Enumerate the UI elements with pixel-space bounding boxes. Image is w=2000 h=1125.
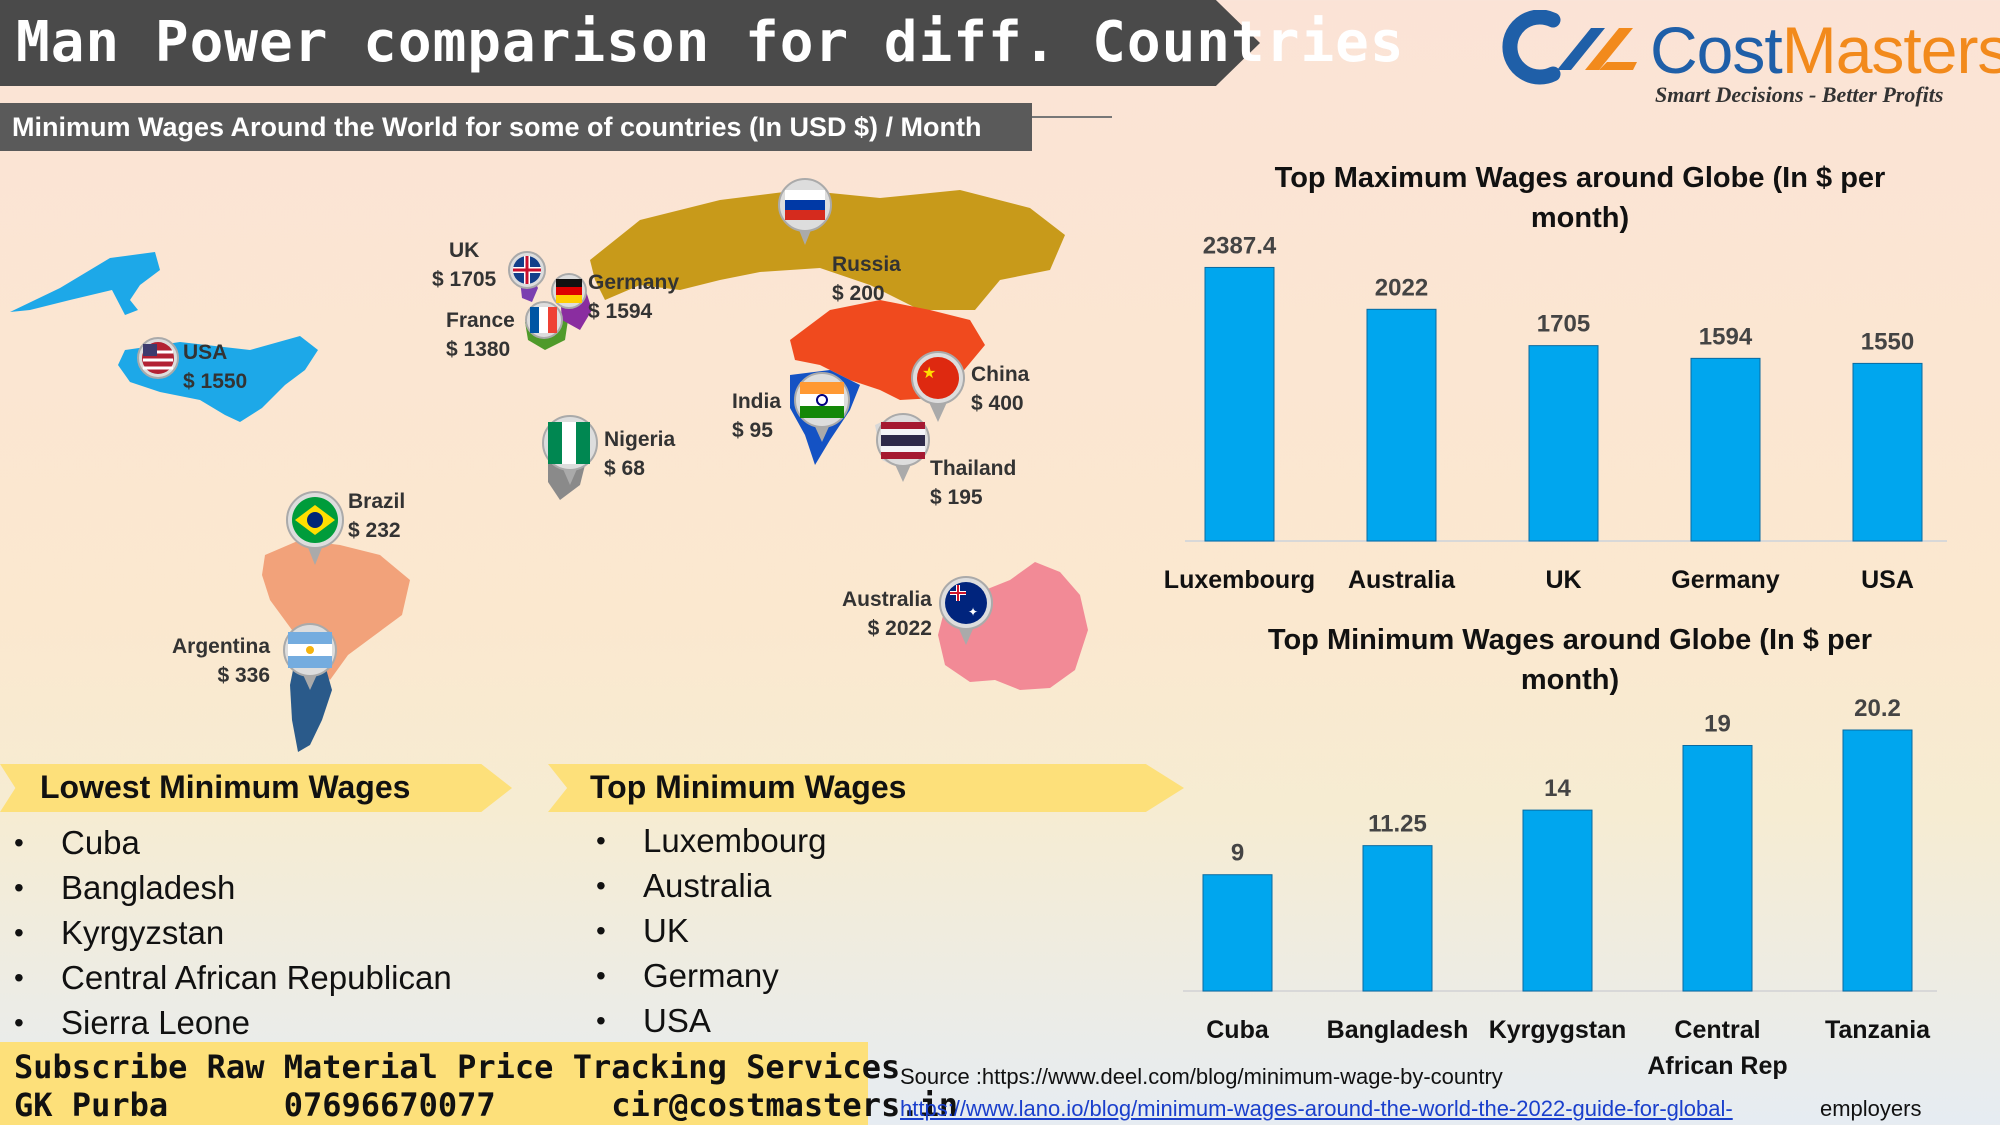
chart-category-label: Kyrgygstan [1489, 1016, 1627, 1044]
chart-category-label: Bangladesh [1327, 1016, 1469, 1044]
chart-category-label: Luxembourg [1164, 566, 1315, 594]
brazil-shape [262, 540, 410, 680]
australia-flag-icon: ✦ [939, 576, 993, 645]
chart-max-title: Top Maximum Wages around Globe (In $ per… [1274, 162, 1886, 234]
logo-mark-icon [1502, 10, 1637, 85]
top-wages-header [548, 764, 1184, 812]
chart-data-label: 19 [1704, 711, 1731, 738]
map-label-china: China $ 400 [971, 363, 1030, 415]
map-label-russia: Russia $ 200 [832, 253, 901, 305]
germany-flag-icon [551, 273, 587, 309]
chart-bar [1362, 845, 1433, 992]
subscribe-text: Subscribe Raw Material Price Tracking Se… [14, 1048, 901, 1086]
chart-data-label: 1594 [1699, 323, 1753, 350]
chart-category-label: Central [1674, 1016, 1760, 1044]
list-item: Luxembourg [582, 818, 826, 863]
uk-flag-icon [508, 251, 546, 289]
chart-bar [1690, 357, 1761, 542]
svg-text:★: ★ [922, 365, 936, 382]
chart-data-label: 2022 [1375, 274, 1428, 301]
chart-bar [1366, 308, 1437, 542]
usa-flag-icon [137, 337, 179, 379]
chart-data-label: 14 [1544, 775, 1571, 802]
map-label-uk: UK $ 1705 [432, 239, 497, 291]
brazil-flag-icon [286, 491, 344, 565]
top-wages-list: Luxembourg Australia UK Germany USA [582, 818, 826, 1043]
list-item: USA [582, 998, 826, 1043]
list-item: Australia [582, 863, 826, 908]
china-flag-icon: ★ [911, 351, 965, 422]
map-label-thailand: Thailand $ 195 [930, 457, 1017, 509]
russia-flag-icon [778, 178, 832, 245]
source-link-suffix: employers [1820, 1096, 1922, 1121]
lowest-wages-header-text: Lowest Minimum Wages [40, 769, 411, 805]
map-label-brazil: Brazil $ 232 [348, 490, 406, 542]
map-label-india: India $ 95 [732, 390, 782, 442]
chart-data-label: 1550 [1861, 328, 1914, 355]
chart-bar [1528, 345, 1599, 542]
list-item: UK [582, 908, 826, 953]
list-item: Central African Republican [0, 955, 452, 1000]
chart-data-label: 11.25 [1368, 811, 1427, 838]
chart-data-label: 1705 [1537, 311, 1590, 338]
logo-tagline: Smart Decisions - Better Profits [1655, 82, 1944, 107]
logo-name: CostMasters [1650, 13, 2000, 87]
chart-category-label: Australia [1348, 566, 1456, 594]
argentina-flag-icon [283, 623, 337, 690]
chart-category-label: Cuba [1206, 1016, 1270, 1044]
chart-min-title: Top Minimum Wages around Globe (In $ per… [1267, 624, 1873, 696]
india-flag-icon [794, 372, 850, 442]
chart-data-label: 20.2 [1854, 695, 1901, 722]
subscribe-box: Subscribe Raw Material Price Tracking Se… [0, 1042, 958, 1125]
map-label-argentina: Argentina $ 336 [172, 635, 271, 687]
map-label-usa: USA $ 1550 [183, 341, 248, 393]
france-flag-icon [525, 301, 563, 339]
list-item: Bangladesh [0, 865, 452, 910]
map-label-germany: Germany $ 1594 [588, 271, 680, 323]
chart-bar [1852, 362, 1923, 542]
lowest-wages-header [0, 764, 512, 812]
chart-data-label: 2387.4 [1203, 232, 1277, 259]
argentina-shape [290, 660, 332, 752]
alaska-shape [10, 252, 160, 315]
chart-bar [1202, 874, 1273, 992]
chart-category-label: UK [1545, 566, 1581, 594]
subtitle-bar: Minimum Wages Around the World for some … [0, 103, 1032, 151]
title-banner [0, 0, 1260, 86]
chart-bar [1682, 745, 1753, 992]
chart-bar [1842, 729, 1913, 992]
chart-data-label: 9 [1231, 840, 1244, 867]
map-label-france: France $ 1380 [446, 309, 515, 361]
nigeria-flag-icon [542, 415, 598, 485]
list-item: Sierra Leone [0, 1000, 452, 1045]
russia-shape [590, 190, 1065, 310]
top-wages-header-text: Top Minimum Wages [590, 769, 907, 805]
chart-bar [1522, 809, 1593, 992]
svg-text:✦: ✦ [968, 605, 978, 619]
contact-text: GK Purba 07696670077 cir@costmasters.in [14, 1086, 959, 1124]
chart-category-label: USA [1861, 566, 1914, 594]
list-item: Cuba [0, 820, 452, 865]
list-item: Germany [582, 953, 826, 998]
chart-bar [1204, 266, 1275, 542]
source-text: Source :https://www.deel.com/blog/minimu… [900, 1064, 1503, 1089]
lowest-wages-list: Cuba Bangladesh Kyrgyzstan Central Afric… [0, 820, 452, 1045]
page-title: Man Power comparison for diff. Countries [16, 10, 1405, 75]
chart-category-label: Tanzania [1825, 1016, 1931, 1044]
page-subtitle: Minimum Wages Around the World for some … [12, 112, 982, 142]
thailand-flag-icon [876, 413, 930, 482]
chart-category-label: African Rep [1647, 1052, 1787, 1080]
costmasters-logo: CostMasters Smart Decisions - Better Pro… [1495, 8, 2000, 113]
map-label-nigeria: Nigeria $ 68 [604, 428, 676, 480]
world-map-shapes: ★ [10, 178, 1088, 752]
subtitle-divider [1032, 116, 1112, 118]
world-map: ★ [0, 160, 1110, 760]
list-item: Kyrgyzstan [0, 910, 452, 955]
chart-category-label: Germany [1671, 566, 1779, 594]
australia-shape [938, 562, 1088, 690]
source-link[interactable]: https://www.lano.io/blog/minimum-wages-a… [900, 1096, 1733, 1121]
map-label-australia: Australia $ 2022 [842, 588, 932, 640]
